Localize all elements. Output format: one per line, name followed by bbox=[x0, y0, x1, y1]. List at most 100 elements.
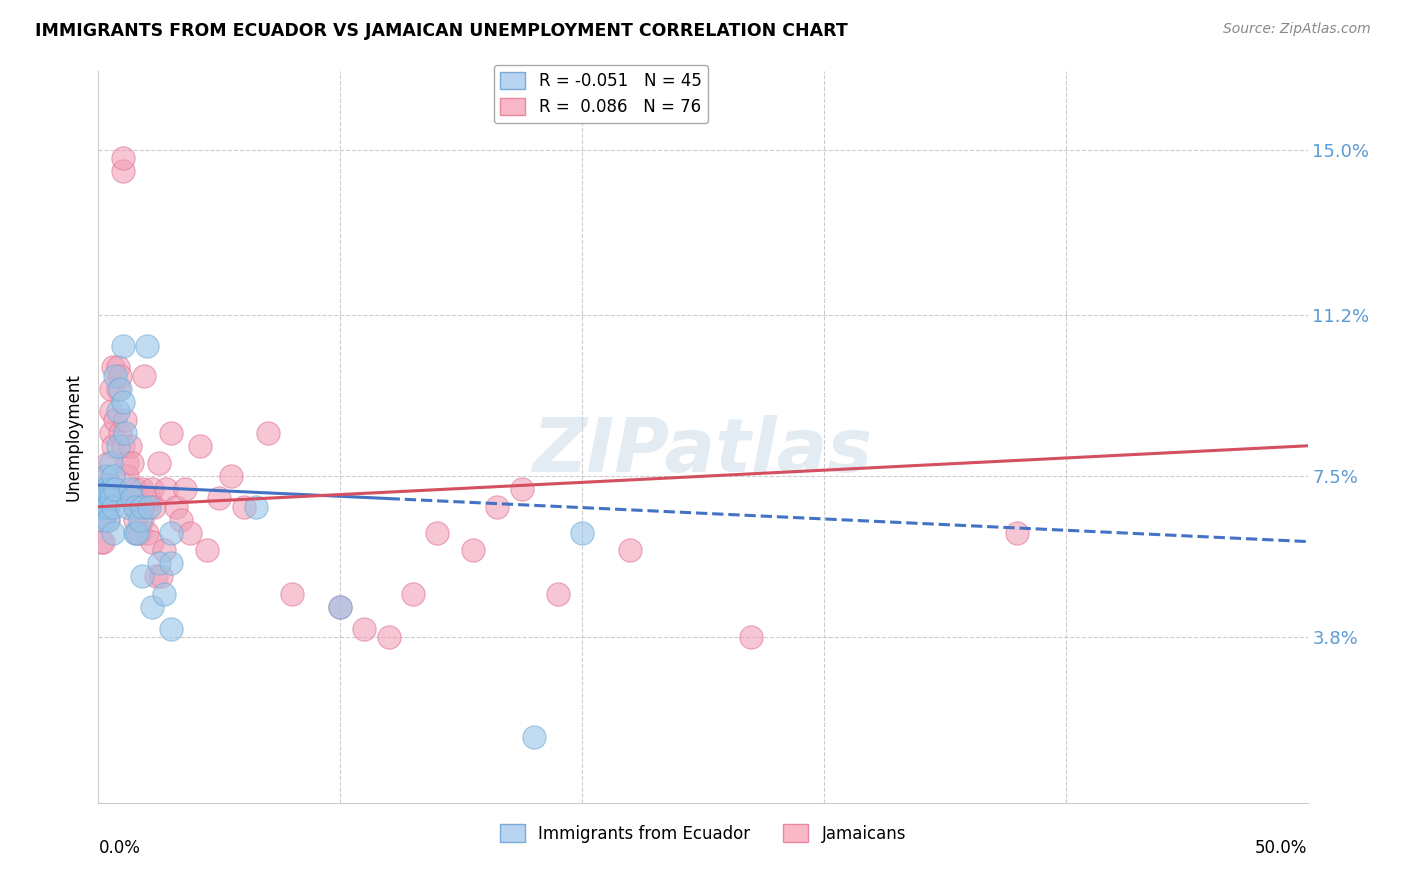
Point bbox=[547, 587, 569, 601]
Point bbox=[150, 569, 173, 583]
Point bbox=[131, 500, 153, 514]
Point bbox=[101, 439, 124, 453]
Point bbox=[107, 360, 129, 375]
Point bbox=[114, 425, 136, 440]
Point bbox=[138, 500, 160, 514]
Point bbox=[97, 513, 120, 527]
Point bbox=[152, 543, 174, 558]
Point bbox=[179, 525, 201, 540]
Point bbox=[91, 500, 114, 514]
Point bbox=[104, 483, 127, 497]
Point bbox=[160, 425, 183, 440]
Point bbox=[138, 491, 160, 505]
Point bbox=[619, 543, 641, 558]
Point bbox=[169, 513, 191, 527]
Point bbox=[91, 513, 114, 527]
Point bbox=[124, 513, 146, 527]
Point bbox=[121, 491, 143, 505]
Text: 0.0%: 0.0% bbox=[98, 839, 141, 857]
Point bbox=[90, 500, 112, 514]
Point bbox=[100, 483, 122, 497]
Point bbox=[101, 525, 124, 540]
Point bbox=[94, 469, 117, 483]
Point bbox=[124, 483, 146, 497]
Point bbox=[104, 483, 127, 497]
Point bbox=[108, 382, 131, 396]
Point bbox=[402, 587, 425, 601]
Point bbox=[221, 469, 243, 483]
Point bbox=[353, 622, 375, 636]
Point bbox=[165, 500, 187, 514]
Point bbox=[97, 456, 120, 470]
Point bbox=[329, 599, 352, 614]
Point bbox=[135, 339, 157, 353]
Point bbox=[245, 500, 267, 514]
Point bbox=[160, 622, 183, 636]
Point bbox=[174, 483, 197, 497]
Point bbox=[117, 469, 139, 483]
Point bbox=[97, 500, 120, 514]
Point bbox=[148, 557, 170, 571]
Point bbox=[160, 525, 183, 540]
Point bbox=[232, 500, 254, 514]
Point bbox=[90, 534, 112, 549]
Point bbox=[128, 513, 150, 527]
Point bbox=[131, 513, 153, 527]
Point bbox=[281, 587, 304, 601]
Point bbox=[94, 483, 117, 497]
Point bbox=[97, 513, 120, 527]
Point bbox=[128, 525, 150, 540]
Point bbox=[97, 500, 120, 514]
Point bbox=[118, 483, 141, 497]
Point bbox=[117, 456, 139, 470]
Point bbox=[101, 500, 124, 514]
Point bbox=[111, 395, 134, 409]
Y-axis label: Unemployment: Unemployment bbox=[65, 373, 83, 501]
Point bbox=[100, 404, 122, 418]
Point bbox=[486, 500, 509, 514]
Point bbox=[463, 543, 485, 558]
Point bbox=[91, 513, 114, 527]
Point bbox=[124, 525, 146, 540]
Point bbox=[100, 491, 122, 505]
Point bbox=[118, 439, 141, 453]
Legend: Immigrants from Ecuador, Jamaicans: Immigrants from Ecuador, Jamaicans bbox=[494, 818, 912, 849]
Text: Source: ZipAtlas.com: Source: ZipAtlas.com bbox=[1223, 22, 1371, 37]
Point bbox=[571, 525, 593, 540]
Point bbox=[104, 412, 127, 426]
Point bbox=[94, 491, 117, 505]
Point bbox=[114, 412, 136, 426]
Point bbox=[100, 382, 122, 396]
Point bbox=[94, 500, 117, 514]
Point bbox=[141, 483, 163, 497]
Point bbox=[426, 525, 449, 540]
Point bbox=[155, 483, 177, 497]
Point bbox=[111, 164, 134, 178]
Point bbox=[135, 525, 157, 540]
Point bbox=[329, 599, 352, 614]
Text: ZIPatlas: ZIPatlas bbox=[533, 415, 873, 488]
Point bbox=[108, 369, 131, 384]
Point bbox=[124, 500, 146, 514]
Point bbox=[208, 491, 231, 505]
Point bbox=[152, 587, 174, 601]
Point bbox=[101, 360, 124, 375]
Point bbox=[145, 569, 167, 583]
Point bbox=[108, 425, 131, 440]
Point bbox=[90, 483, 112, 497]
Point bbox=[90, 500, 112, 514]
Point bbox=[121, 491, 143, 505]
Point bbox=[111, 152, 134, 166]
Point bbox=[141, 534, 163, 549]
Point bbox=[104, 369, 127, 384]
Point bbox=[91, 500, 114, 514]
Point bbox=[117, 500, 139, 514]
Point bbox=[148, 456, 170, 470]
Point bbox=[523, 731, 546, 745]
Point bbox=[740, 631, 762, 645]
Point bbox=[111, 439, 134, 453]
Point bbox=[100, 425, 122, 440]
Point bbox=[188, 439, 211, 453]
Point bbox=[377, 631, 399, 645]
Point bbox=[131, 483, 153, 497]
